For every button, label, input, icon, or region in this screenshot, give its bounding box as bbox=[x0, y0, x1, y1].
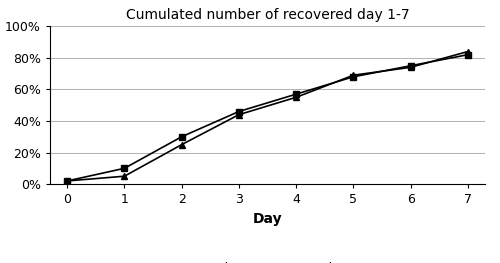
Rand/Pc bbox=[408, 64, 414, 67]
Rand/No Pc bbox=[64, 179, 70, 183]
Rand/No Pc bbox=[178, 143, 184, 146]
Rand/Pc bbox=[350, 75, 356, 78]
Rand/Pc bbox=[64, 179, 70, 183]
Rand/No Pc bbox=[236, 113, 242, 116]
Title: Cumulated number of recovered day 1-7: Cumulated number of recovered day 1-7 bbox=[126, 8, 410, 22]
Rand/No Pc bbox=[350, 74, 356, 77]
Rand/No Pc bbox=[408, 66, 414, 69]
Line: Rand/No Pc: Rand/No Pc bbox=[64, 48, 472, 184]
Rand/Pc bbox=[236, 110, 242, 113]
Rand/Pc bbox=[465, 53, 471, 56]
Rand/Pc bbox=[178, 135, 184, 138]
Rand/No Pc bbox=[465, 50, 471, 53]
Line: Rand/Pc: Rand/Pc bbox=[64, 51, 472, 184]
Rand/No Pc bbox=[122, 175, 128, 178]
Legend: Rand/Pc, Rand/No Pc: Rand/Pc, Rand/No Pc bbox=[163, 261, 372, 263]
Rand/No Pc bbox=[293, 96, 299, 99]
X-axis label: Day: Day bbox=[252, 212, 282, 226]
Rand/Pc bbox=[122, 167, 128, 170]
Rand/Pc bbox=[293, 93, 299, 96]
